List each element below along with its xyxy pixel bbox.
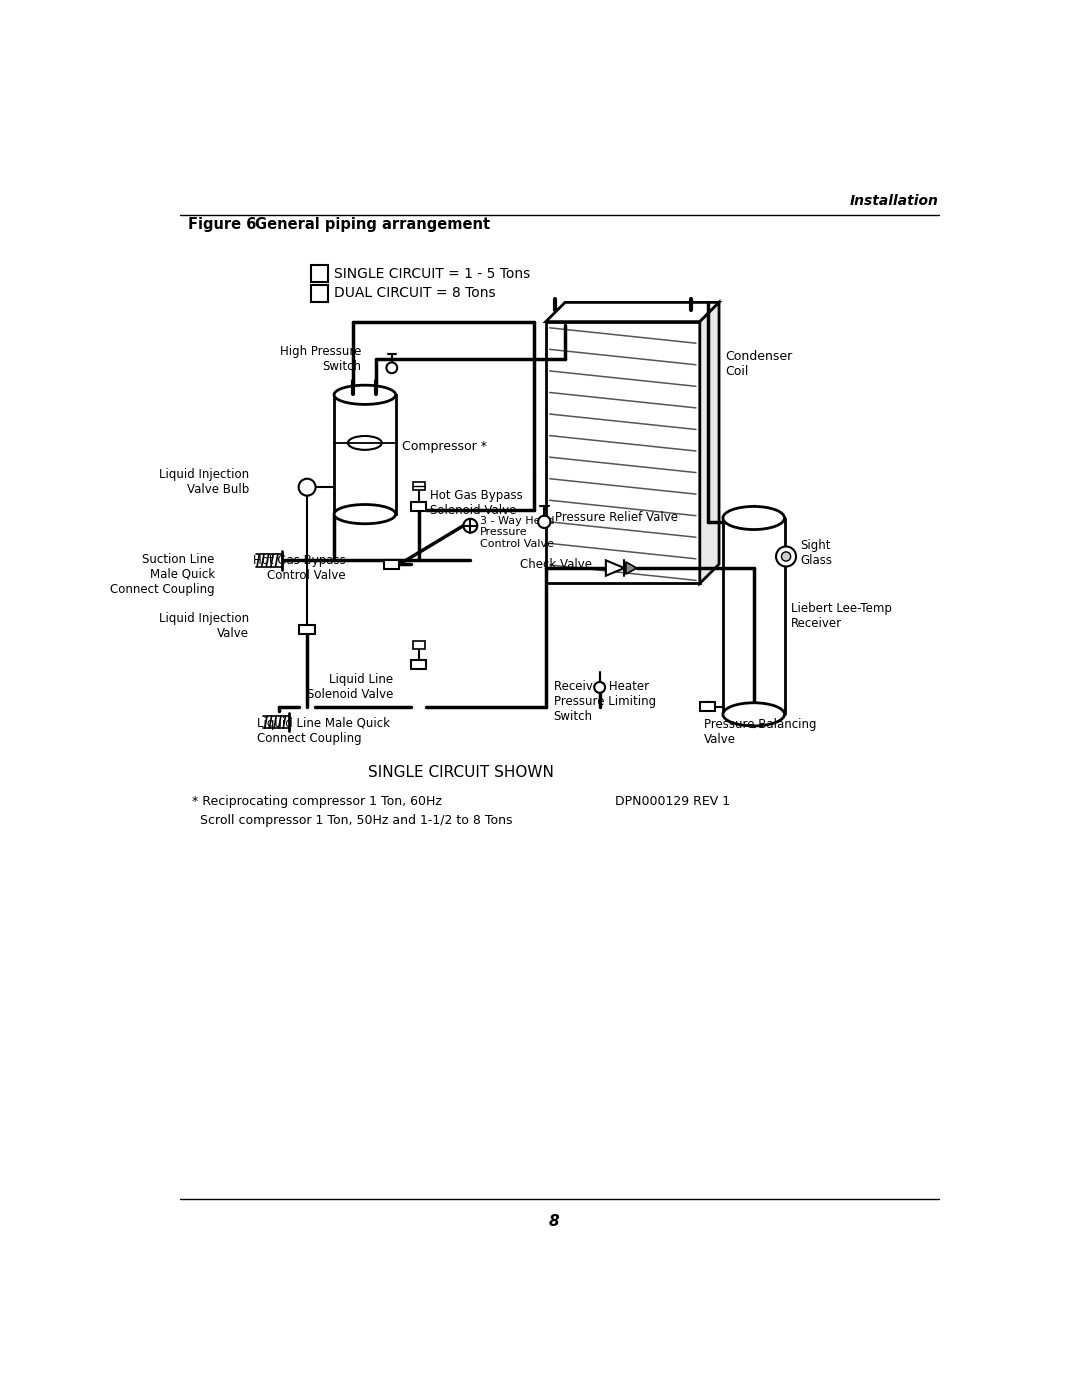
Bar <box>411 659 427 669</box>
Text: Pressure Balancing
Valve: Pressure Balancing Valve <box>704 718 816 746</box>
Polygon shape <box>606 560 624 576</box>
Text: Liquid Line
Solenoid Valve: Liquid Line Solenoid Valve <box>307 673 393 701</box>
Ellipse shape <box>723 507 784 529</box>
Text: 3 - Way Head
Pressure
Control Valve: 3 - Way Head Pressure Control Valve <box>480 515 554 549</box>
Bar <box>311 285 328 302</box>
Ellipse shape <box>348 436 382 450</box>
Text: General piping arrangement: General piping arrangement <box>255 217 490 232</box>
Bar <box>334 395 395 514</box>
Text: DUAL CIRCUIT = 8 Tons: DUAL CIRCUIT = 8 Tons <box>334 286 496 300</box>
Text: High Pressure
Switch: High Pressure Switch <box>280 345 361 373</box>
Circle shape <box>299 479 315 496</box>
Polygon shape <box>545 302 719 321</box>
Text: Receiver Heater
Pressure Limiting
Switch: Receiver Heater Pressure Limiting Switch <box>554 680 656 722</box>
Circle shape <box>387 362 397 373</box>
Text: Figure 6: Figure 6 <box>188 217 256 232</box>
Text: DPN000129 REV 1: DPN000129 REV 1 <box>616 795 730 809</box>
Circle shape <box>538 515 551 528</box>
Polygon shape <box>700 302 719 584</box>
Text: SINGLE CIRCUIT = 1 - 5 Tons: SINGLE CIRCUIT = 1 - 5 Tons <box>334 267 530 281</box>
Text: Liquid Line Male Quick
Connect Coupling: Liquid Line Male Quick Connect Coupling <box>257 718 390 746</box>
Text: * Reciprocating compressor 1 Ton, 60Hz: * Reciprocating compressor 1 Ton, 60Hz <box>191 795 442 809</box>
Text: 8: 8 <box>549 1214 558 1228</box>
Circle shape <box>463 518 477 532</box>
Text: SINGLE CIRCUIT SHOWN: SINGLE CIRCUIT SHOWN <box>368 764 554 780</box>
Text: Liquid Injection
Valve: Liquid Injection Valve <box>159 612 249 640</box>
Text: Pressure Relief Valve: Pressure Relief Valve <box>555 511 678 524</box>
Bar <box>700 703 715 711</box>
Text: Installation: Installation <box>850 194 939 208</box>
Ellipse shape <box>723 703 784 726</box>
Text: Hot Gas Bypass
Control Valve: Hot Gas Bypass Control Valve <box>253 555 346 583</box>
Ellipse shape <box>334 386 395 404</box>
Bar <box>723 518 784 714</box>
Bar <box>413 482 424 489</box>
Text: Hot Gas Bypass
Solenoid Valve: Hot Gas Bypass Solenoid Valve <box>430 489 523 517</box>
Bar <box>545 321 700 584</box>
Circle shape <box>782 552 791 562</box>
Ellipse shape <box>334 504 395 524</box>
Text: Sight
Glass: Sight Glass <box>800 539 832 567</box>
Text: Liebert Lee-Temp
Receiver: Liebert Lee-Temp Receiver <box>791 602 891 630</box>
Polygon shape <box>626 562 636 574</box>
Bar <box>411 502 427 511</box>
Bar <box>384 560 400 569</box>
Circle shape <box>594 682 605 693</box>
Bar <box>311 265 328 282</box>
Circle shape <box>777 546 796 567</box>
Text: Liquid Injection
Valve Bulb: Liquid Injection Valve Bulb <box>159 468 249 496</box>
Text: Compressor *: Compressor * <box>402 440 487 453</box>
Text: Suction Line
Male Quick
Connect Coupling: Suction Line Male Quick Connect Coupling <box>110 553 215 595</box>
Text: Check Valve: Check Valve <box>519 557 592 571</box>
Bar <box>299 624 314 634</box>
Bar <box>413 641 424 648</box>
Text: Condenser
Coil: Condenser Coil <box>725 351 793 379</box>
Text: Scroll compressor 1 Ton, 50Hz and 1-1/2 to 8 Tons: Scroll compressor 1 Ton, 50Hz and 1-1/2 … <box>191 814 512 827</box>
